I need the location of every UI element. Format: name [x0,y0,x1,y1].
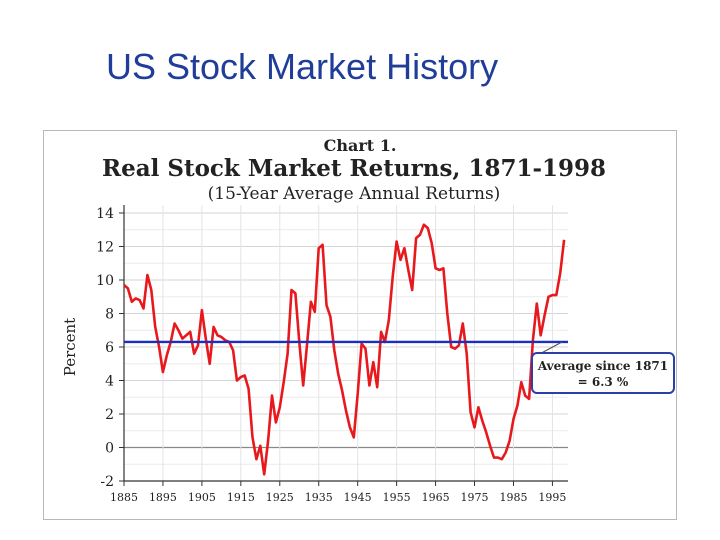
annotation-line2: = 6.3 % [578,375,629,389]
reference-layer [124,340,568,358]
series-layer [123,223,566,476]
series-line [123,223,566,476]
y-tick-label: 8 [105,307,114,323]
y-tick-label: 10 [96,273,114,289]
axis-layer: -2 0 2 4 6 8 10 12 14 1885 1895 1905 1915 1925 1935 194… [96,205,568,504]
y-tick-label: 14 [96,206,114,222]
x-tick-label: 1925 [266,491,294,504]
x-tick-label: 1895 [149,491,177,504]
x-tick-label: 1915 [227,491,255,504]
y-tick-label: 12 [96,240,114,256]
annotation-box-rect [531,352,675,394]
chart-label: Chart 1. [324,136,397,155]
x-tick-label: 1995 [538,491,566,504]
x-tick-label: 1885 [110,491,138,504]
y-tick-label: 0 [105,441,114,457]
chart-title: Real Stock Market Returns, 1871-1998 [102,155,606,182]
chart-subtitle: (15-Year Average Annual Returns) [208,184,501,204]
x-tick-label: 1955 [383,491,411,504]
y-axis-label: Percent [61,318,79,376]
y-tick-label: 2 [105,407,114,423]
x-tick-label: 1945 [344,491,372,504]
chart-frame: Chart 1. Real Stock Market Returns, 1871… [43,130,677,520]
x-tick-label: 1905 [188,491,216,504]
annotation-line1: Average since 1871 [537,359,668,373]
x-tick-label: 1985 [499,491,527,504]
y-tick-label: 6 [105,340,114,356]
y-tick-label: -2 [100,474,114,490]
annotation-box: Average since 1871 = 6.3 % [531,352,675,394]
x-tick-label: 1965 [422,491,450,504]
x-tick-label: 1935 [305,491,333,504]
x-tick-label: 1975 [461,491,489,504]
chart-svg: Chart 1. Real Stock Market Returns, 1871… [61,136,675,504]
y-tick-label: 4 [105,374,114,390]
page-title: US Stock Market History [106,46,499,87]
